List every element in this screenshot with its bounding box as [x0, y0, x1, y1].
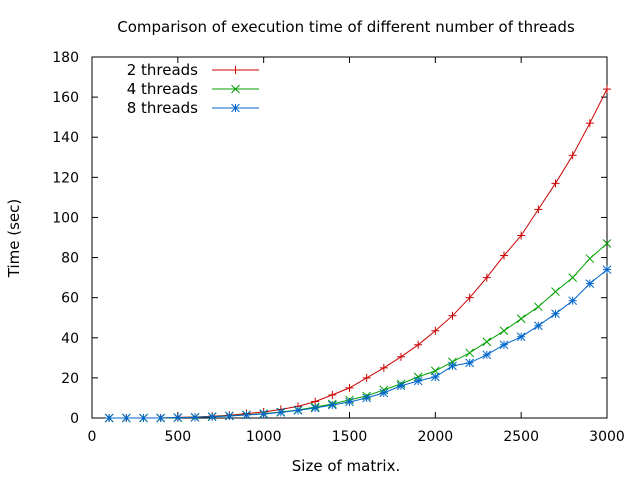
data-point [362, 373, 371, 382]
x-tick-label: 500 [164, 429, 191, 445]
data-point [231, 66, 240, 74]
data-point [448, 361, 457, 371]
data-point [379, 388, 389, 398]
data-point [551, 179, 560, 188]
data-point [482, 273, 491, 282]
legend-label: 4 threads [127, 80, 198, 98]
data-point [499, 326, 509, 336]
data-point [499, 340, 509, 350]
legend-item: 4 threads [127, 80, 259, 98]
data-point [534, 205, 543, 214]
y-tick-label: 20 [61, 371, 79, 387]
chart-title: Comparison of execution time of differen… [117, 18, 575, 36]
data-point [139, 413, 148, 423]
series-line [109, 243, 608, 419]
data-point [379, 363, 388, 372]
y-tick-label: 60 [61, 291, 79, 307]
data-point [585, 279, 595, 288]
y-axis-label: Time (sec) [5, 199, 23, 278]
data-point [602, 239, 612, 248]
data-point [516, 332, 526, 342]
series-2 [104, 239, 612, 423]
data-point [362, 393, 372, 403]
y-tick-label: 80 [61, 251, 79, 267]
data-point [156, 413, 166, 423]
data-point [585, 119, 594, 128]
data-point [190, 413, 200, 422]
data-point [396, 381, 406, 391]
x-axis: 0 500 1000 1500 2000 2500 3000 [88, 57, 625, 445]
data-point [431, 326, 440, 335]
data-point [551, 309, 560, 319]
data-point [413, 376, 423, 386]
y-axis: 0 20 40 60 80 100 120 140 160 180 [52, 50, 607, 427]
data-point [516, 314, 526, 324]
data-point [533, 302, 543, 312]
data-point [104, 413, 114, 423]
data-point [397, 352, 405, 361]
data-point [276, 408, 286, 417]
data-point [500, 251, 508, 260]
y-tick-label: 0 [70, 411, 79, 427]
data-point [345, 383, 354, 392]
x-tick-label: 2000 [418, 429, 454, 445]
data-point [121, 413, 131, 423]
y-tick-label: 180 [52, 50, 79, 66]
legend-item: 2 threads [127, 61, 259, 79]
data-point [465, 348, 475, 358]
series-line [109, 88, 608, 419]
series-3 [104, 265, 612, 423]
data-point [465, 358, 475, 368]
legend-item: 8 threads [127, 99, 259, 117]
data-point [224, 411, 234, 421]
data-point [414, 340, 423, 349]
data-point [231, 84, 240, 94]
data-point [568, 296, 578, 306]
data-point [568, 151, 577, 160]
legend-label: 8 threads [127, 99, 198, 117]
data-point [448, 311, 457, 320]
data-point [448, 357, 457, 367]
x-tick-label: 0 [88, 429, 97, 445]
data-point [242, 410, 251, 420]
y-tick-label: 140 [52, 130, 79, 146]
data-point [327, 400, 337, 410]
y-tick-label: 120 [52, 170, 79, 186]
series-1 [105, 85, 611, 422]
data-point [328, 390, 337, 399]
data-point [310, 403, 320, 413]
data-point [482, 350, 492, 360]
data-point [207, 412, 217, 422]
data-point [585, 254, 595, 263]
legend-label: 2 threads [127, 61, 198, 79]
data-point [231, 103, 240, 113]
data-point [413, 372, 423, 382]
series-line [109, 269, 608, 419]
y-tick-label: 160 [52, 90, 79, 106]
data-point [465, 293, 474, 302]
data-point [345, 397, 354, 407]
data-point [551, 287, 560, 297]
data-point [430, 372, 440, 382]
data-point [568, 273, 578, 282]
x-tick-label: 2500 [503, 429, 539, 445]
x-tick-label: 1500 [332, 429, 368, 445]
y-tick-label: 100 [52, 210, 79, 226]
data-point [482, 337, 492, 347]
data-point [259, 409, 269, 419]
x-tick-label: 3000 [589, 429, 625, 445]
data-point [293, 406, 303, 415]
y-tick-label: 40 [61, 331, 79, 347]
data-point [602, 265, 612, 274]
x-axis-label: Size of matrix. [292, 457, 400, 475]
data-point [603, 85, 611, 94]
x-tick-label: 1000 [246, 429, 282, 445]
data-point [517, 231, 526, 240]
data-point [533, 321, 543, 331]
series-group [104, 85, 612, 423]
data-point [173, 413, 183, 422]
